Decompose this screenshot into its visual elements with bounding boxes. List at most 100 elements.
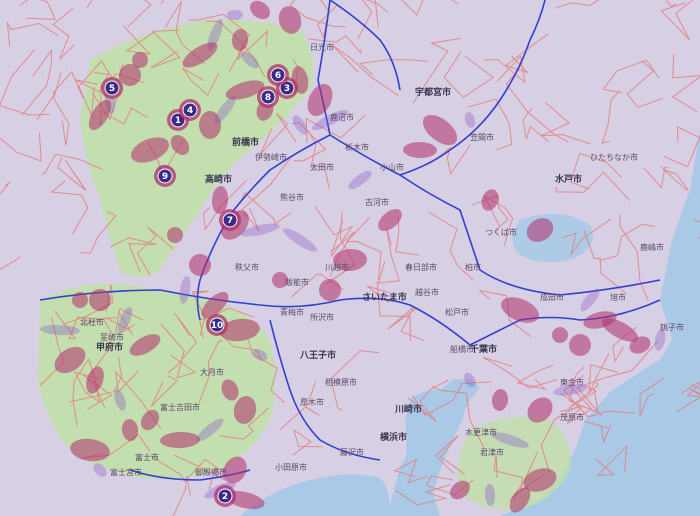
road-segment <box>561 218 611 256</box>
city-label-mobara: 茂原市 <box>560 412 584 422</box>
heat-blob <box>333 248 367 272</box>
road-segment <box>241 158 291 232</box>
marker-label: 9 <box>162 172 168 182</box>
road-segment <box>504 33 549 74</box>
road-segment <box>626 60 664 108</box>
heat-blob <box>54 346 86 374</box>
road-segment <box>173 454 227 490</box>
road-segment <box>160 323 197 379</box>
heat-blob <box>220 318 260 342</box>
road-segment <box>52 7 75 60</box>
heat-blob <box>198 111 222 139</box>
road-segment <box>291 273 344 298</box>
road-segment <box>540 102 592 145</box>
city-label-fujisawa: 藤沢市 <box>340 447 364 457</box>
city-label-funabashi: 船橋市 <box>450 344 474 354</box>
heat-blob <box>72 292 88 308</box>
map-marker-2[interactable]: 2 <box>214 485 236 507</box>
road-segment <box>317 0 338 39</box>
marker-label: 7 <box>227 216 233 226</box>
road-segment <box>259 112 297 155</box>
sagami-bay <box>240 474 389 516</box>
heat-blob <box>140 409 160 431</box>
map-marker-10[interactable]: 10 <box>206 314 228 336</box>
road-segment <box>660 0 694 41</box>
city-label-kisarazu: 木更津市 <box>465 427 497 437</box>
road-segment <box>555 0 600 9</box>
road-segment <box>151 29 181 69</box>
marker-label: 6 <box>275 71 281 81</box>
heat-blob <box>93 463 107 477</box>
city-label-nikko: 日光市 <box>310 42 334 52</box>
road-segment <box>219 407 269 440</box>
city-label-gotemba: 御殿場市 <box>195 467 227 477</box>
map-marker-6[interactable]: 6 <box>267 64 289 86</box>
map-marker-5[interactable]: 5 <box>101 77 123 99</box>
marker-label: 10 <box>211 321 224 331</box>
road-segment <box>279 381 320 431</box>
heat-blob <box>464 372 476 388</box>
heat-blob <box>214 95 236 125</box>
road-segment <box>0 132 42 162</box>
road-segment <box>568 366 599 414</box>
map-marker-7[interactable]: 7 <box>219 209 241 231</box>
road-segment <box>412 37 462 104</box>
heat-blob <box>307 83 333 117</box>
heat-blob <box>167 227 183 243</box>
heat-blob <box>223 456 247 484</box>
road-segment <box>375 226 401 284</box>
heat-blob <box>160 431 200 449</box>
road-segment <box>359 59 428 76</box>
city-label-utsunomiya: 宇都宮市 <box>415 86 451 98</box>
city-label-ome: 青梅市 <box>280 307 304 317</box>
road-segment <box>376 261 411 342</box>
heat-blob <box>272 272 288 288</box>
road-segment <box>675 388 700 413</box>
map-marker-9[interactable]: 9 <box>154 165 176 187</box>
marker-dot <box>222 212 238 228</box>
heat-blob <box>450 480 470 500</box>
road-segment <box>62 284 114 325</box>
road-segment <box>412 381 492 416</box>
road-segment <box>400 0 459 16</box>
heat-blob <box>501 297 539 323</box>
city-label-fujinomiya: 富士宮市 <box>110 467 142 477</box>
city-label-kasukabe: 春日部市 <box>405 262 437 272</box>
city-label-chichibu: 秩父市 <box>235 262 259 272</box>
heat-blob <box>132 52 148 68</box>
marker-layer[interactable]: 1 2 3 4 5 6 7 8 9 10 <box>101 64 298 507</box>
road-segment <box>478 289 532 338</box>
city-label-maebashi: 前橋市 <box>232 136 259 148</box>
marker-dot <box>217 488 233 504</box>
city-label-takasaki: 高崎市 <box>205 173 232 185</box>
heat-blob <box>182 42 218 68</box>
road-segment <box>483 55 526 84</box>
city-label-hanno: 飯能市 <box>285 277 309 287</box>
city-label-tsukuba: つくば市 <box>485 227 517 237</box>
city-label-choshi: 銚子市 <box>660 322 684 332</box>
road-segment <box>167 312 198 374</box>
city-label-kasama: 笠間市 <box>470 132 494 142</box>
city-label-sagamihara: 相模原市 <box>325 377 357 387</box>
road-segment <box>57 157 87 191</box>
prefecture-boundaries <box>39 0 661 481</box>
road-segment <box>560 381 593 425</box>
map-marker-4[interactable]: 4 <box>179 99 201 121</box>
heat-blob <box>119 64 141 86</box>
tokyo-bay <box>395 389 465 516</box>
heat-blob <box>227 10 243 20</box>
road-segment <box>583 230 627 294</box>
road-segment <box>601 90 621 144</box>
road-segment <box>602 59 660 94</box>
city-label-tokorozawa: 所沢市 <box>310 312 334 322</box>
road-segment <box>0 181 11 195</box>
city-label-kanuma: 鹿沼市 <box>330 112 354 122</box>
road-segment <box>115 370 162 429</box>
road-segment <box>563 375 635 418</box>
heat-blob <box>348 170 372 190</box>
map-marker-8[interactable]: 8 <box>257 86 279 108</box>
